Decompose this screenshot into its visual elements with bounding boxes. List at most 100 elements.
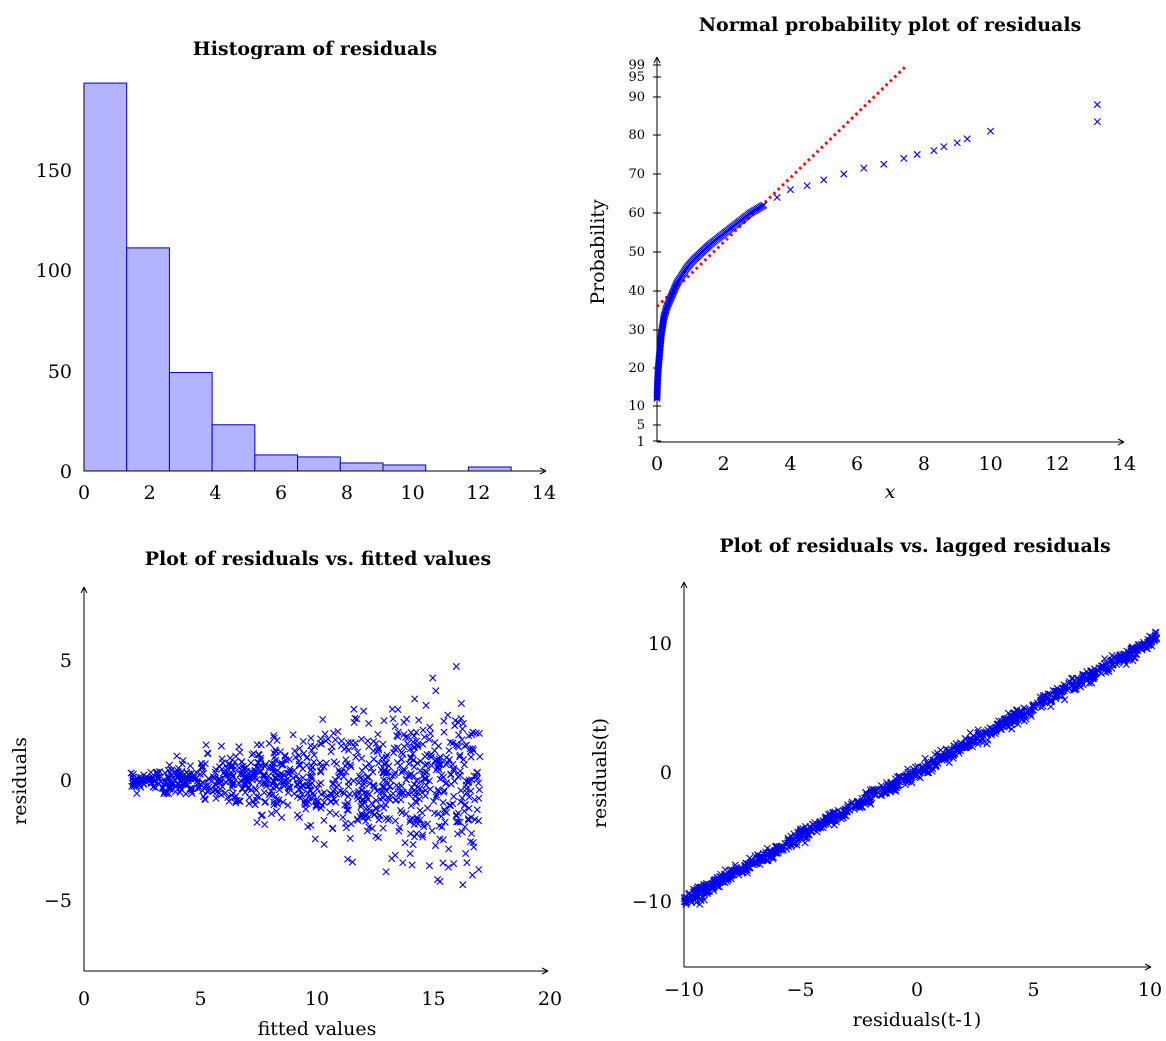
- resfit-point: [212, 765, 220, 774]
- normprob-ytick: 20: [628, 361, 645, 376]
- resfit-point: [265, 791, 273, 799]
- histogram-xtick: 14: [532, 482, 556, 504]
- resfit-point: [317, 804, 325, 812]
- lag-xtick: −10: [664, 979, 704, 1001]
- lag-point: [864, 794, 872, 803]
- resfit-point: [358, 754, 366, 762]
- resfit-point: [365, 719, 373, 728]
- resfit-point: [441, 807, 449, 815]
- lag-point: [1108, 661, 1117, 669]
- resfit-point: [160, 789, 169, 797]
- histogram-xtick: 6: [275, 482, 287, 504]
- resfit-title: Plot of residuals vs. fitted values: [145, 548, 491, 570]
- resfit-point: [346, 834, 354, 843]
- resfit-point: [454, 830, 462, 838]
- lag-point: [962, 742, 970, 750]
- normprob-point: [930, 147, 938, 155]
- histogram-bar: [467, 466, 512, 472]
- resfit-point: [255, 778, 264, 787]
- resfit-point: [319, 715, 327, 724]
- resfit-point: [329, 824, 337, 832]
- resfit-point: [349, 777, 358, 785]
- lag-point: [1148, 633, 1156, 641]
- histogram-bar: [382, 464, 427, 472]
- resfit-point: [225, 797, 233, 805]
- resfit-point: [351, 789, 359, 798]
- resfit-point: [331, 785, 339, 793]
- resfit-point: [271, 753, 279, 761]
- resfit-point: [451, 777, 459, 785]
- resfit-point: [468, 871, 477, 879]
- resfit-point: [262, 779, 270, 787]
- resfit-point: [293, 792, 302, 800]
- resfit-point: [395, 790, 403, 798]
- resfit-point: [470, 843, 478, 851]
- resfit-point: [159, 784, 167, 793]
- resfit-point: [236, 748, 244, 756]
- lag-point: [767, 848, 775, 856]
- lag-point: [1116, 653, 1124, 661]
- histogram-x-arrow: [539, 467, 547, 475]
- resfit-point: [440, 717, 448, 725]
- histogram-bar: [339, 462, 384, 472]
- resfit-point: [458, 828, 466, 836]
- lag-point: [936, 753, 944, 761]
- lag-point: [1072, 685, 1080, 693]
- resfit-point: [341, 801, 349, 809]
- histogram-xtick: 10: [401, 482, 425, 504]
- resfit-point: [348, 858, 357, 866]
- resfit-point: [331, 736, 339, 744]
- resfit-point: [473, 806, 481, 814]
- resfit-point: [271, 746, 279, 754]
- resfit-point: [390, 771, 399, 779]
- lag-point: [797, 826, 805, 834]
- resfit-point: [290, 767, 298, 775]
- resfit-point: [219, 759, 227, 767]
- resfit-point: [300, 749, 308, 758]
- resfit-point: [295, 786, 304, 794]
- resfit-point: [310, 758, 318, 766]
- lag-point: [773, 846, 781, 854]
- resfit-point: [399, 766, 407, 775]
- lag-point: [932, 763, 940, 771]
- lag-point: [710, 876, 718, 884]
- lag-point: [704, 888, 712, 896]
- lag-xtick: 0: [911, 979, 923, 1001]
- resfit-point: [437, 812, 446, 821]
- normprob-point: [953, 139, 961, 147]
- resfit-point: [267, 810, 276, 818]
- resfit-point: [476, 752, 484, 761]
- lag-point: [915, 767, 923, 775]
- lag-point: [816, 821, 824, 829]
- resfit-point: [397, 796, 405, 804]
- resfit-point: [343, 806, 351, 814]
- resfit-point: [388, 705, 396, 713]
- resfit-point: [295, 760, 304, 768]
- resfit-point: [411, 695, 419, 703]
- lag-point: [984, 736, 992, 744]
- lag-point: [825, 810, 833, 818]
- resfit-point: [299, 774, 307, 782]
- resfit-point: [228, 770, 236, 778]
- lag-point: [981, 730, 989, 738]
- lag-point: [1094, 667, 1102, 675]
- resfit-point: [232, 792, 240, 800]
- resfit-point: [329, 779, 338, 787]
- resfit-point: [376, 795, 384, 803]
- resfit-point: [440, 786, 448, 795]
- resfit-point: [257, 762, 265, 771]
- resfit-point: [338, 768, 346, 776]
- resfit-point: [192, 768, 200, 776]
- resfit-point: [176, 788, 184, 796]
- resfit-point: [202, 741, 210, 749]
- resfit-point: [253, 818, 261, 827]
- resfit-point: [344, 806, 353, 814]
- resfit-point: [270, 760, 279, 768]
- resfit-point: [371, 784, 379, 792]
- resfit-point: [436, 835, 444, 843]
- lag-point: [702, 881, 710, 889]
- resfit-point: [270, 732, 278, 740]
- lag-point: [996, 725, 1005, 733]
- resfit-point: [273, 799, 281, 808]
- resfit-point: [201, 782, 210, 790]
